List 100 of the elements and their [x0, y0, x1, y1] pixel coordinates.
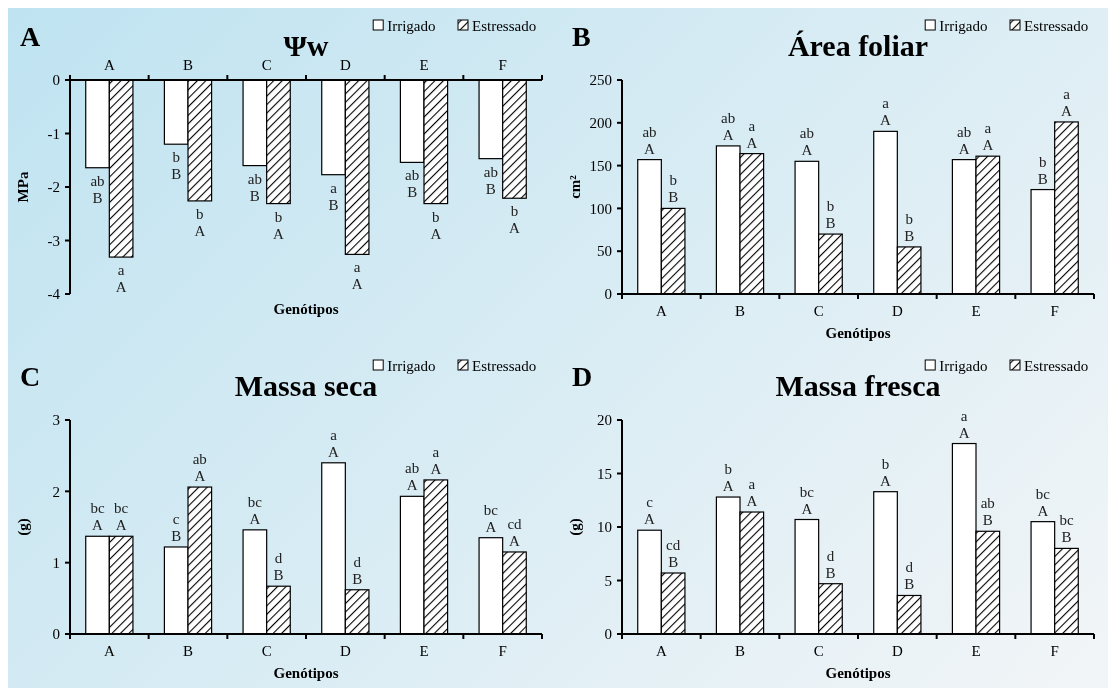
y-tick-label: 200	[589, 115, 612, 132]
data-label: bc A	[483, 501, 499, 535]
data-label: b A	[880, 455, 892, 489]
data-label: bc A	[114, 500, 129, 534]
data-label: b A	[430, 208, 442, 242]
y-tick-label: 2	[52, 483, 60, 500]
data-label: ab A	[405, 460, 420, 494]
data-label: a A	[328, 426, 340, 460]
y-tick-label: 0	[52, 72, 60, 89]
legend-label: Irrigado	[939, 358, 988, 374]
legend-label: Estressado	[1024, 358, 1089, 374]
chart-title: Massa seca	[234, 369, 378, 402]
y-axis-title: (g)	[567, 518, 584, 536]
data-label: d B	[273, 550, 284, 584]
data-label: a A	[430, 443, 442, 477]
x-tick-label: B	[182, 643, 194, 659]
data-label: ab A	[957, 123, 972, 157]
y-axis-title: (g)	[15, 518, 32, 536]
x-tick-label: C	[261, 57, 272, 73]
x-tick-label: C	[813, 643, 824, 659]
y-tick-label: 100	[589, 200, 612, 217]
data-label: ab B	[247, 170, 262, 204]
data-label: bc A	[1035, 485, 1051, 519]
y-tick-label: 5	[604, 572, 612, 589]
data-label: b A	[509, 203, 521, 237]
y-tick-label: 1	[52, 554, 60, 571]
data-label: b B	[171, 149, 182, 183]
data-label: c A	[644, 494, 656, 528]
x-tick-label: A	[655, 643, 667, 659]
x-tick-label: D	[339, 643, 351, 659]
x-tick-label: D	[891, 643, 903, 659]
chart-title: Área foliar	[787, 29, 929, 62]
x-tick-label: A	[655, 303, 667, 319]
legend-label: Irrigado	[387, 358, 436, 374]
y-tick-label: 20	[597, 412, 612, 429]
x-tick-label: A	[103, 57, 115, 73]
data-label: b A	[722, 461, 734, 495]
legend-label: Estressado	[472, 358, 537, 374]
x-tick-label: F	[1050, 643, 1059, 659]
x-axis-title: Genótipos	[273, 301, 339, 317]
data-label: bc A	[90, 500, 105, 534]
data-label: bc A	[799, 483, 815, 517]
x-tick-label: E	[419, 57, 429, 73]
x-tick-label: C	[813, 303, 824, 319]
x-tick-label: F	[1050, 303, 1059, 319]
x-axis-title: Genótipos	[273, 665, 339, 681]
y-tick-label: -3	[47, 232, 60, 249]
data-label: bc A	[247, 493, 263, 527]
x-tick-label: B	[734, 303, 746, 319]
text: C	[20, 361, 41, 392]
data-label: a A	[746, 476, 758, 510]
data-label: ab A	[192, 451, 207, 485]
data-label: a A	[880, 95, 892, 129]
y-axis-title: cm²	[567, 174, 583, 199]
data-label: a A	[982, 120, 994, 154]
y-tick-label: 0	[604, 286, 612, 303]
y-tick-label: 3	[52, 412, 60, 429]
data-label: a A	[351, 259, 363, 293]
data-label: a A	[1061, 85, 1073, 119]
x-tick-label: D	[891, 303, 903, 319]
x-tick-label: E	[971, 643, 981, 659]
data-label: d B	[352, 553, 363, 587]
data-label: bc B	[1059, 512, 1074, 546]
x-tick-label: D	[339, 57, 351, 73]
data-label: ab A	[642, 123, 657, 157]
y-axis-title: MPa	[15, 171, 31, 203]
y-tick-label: 15	[597, 465, 612, 482]
chart-title: Ψw	[283, 29, 329, 62]
y-tick-label: 250	[589, 72, 612, 89]
data-label: cd B	[666, 537, 681, 571]
data-label: b B	[904, 210, 915, 244]
y-tick-label: 150	[589, 157, 612, 174]
data-label: a B	[328, 179, 339, 213]
y-tick-label: 10	[597, 519, 612, 536]
legend-label: Irrigado	[387, 18, 436, 34]
text: A	[20, 21, 41, 52]
data-label: a A	[746, 117, 758, 151]
x-tick-label: F	[498, 643, 507, 659]
data-label: b B	[825, 198, 836, 232]
data-label: ab A	[721, 109, 736, 143]
x-tick-label: B	[734, 643, 746, 659]
data-label: ab B	[483, 163, 498, 197]
y-tick-label: -2	[47, 179, 60, 196]
legend-label: Estressado	[472, 18, 537, 34]
x-tick-label: F	[498, 57, 507, 73]
data-label: a A	[958, 407, 970, 441]
data-label: b A	[194, 205, 206, 239]
data-label: a A	[115, 262, 127, 296]
data-label: c B	[171, 510, 182, 544]
x-tick-label: B	[182, 57, 194, 73]
text: D	[572, 361, 593, 392]
data-label: ab B	[405, 167, 420, 201]
y-tick-label: 0	[52, 626, 60, 643]
data-label: ab B	[90, 172, 105, 206]
y-tick-label: 0	[604, 626, 612, 643]
data-label: d B	[825, 547, 836, 581]
legend-label: Estressado	[1024, 18, 1089, 34]
data-label: ab B	[980, 495, 995, 529]
x-axis-title: Genótipos	[825, 325, 891, 341]
data-label: b B	[1037, 153, 1048, 187]
